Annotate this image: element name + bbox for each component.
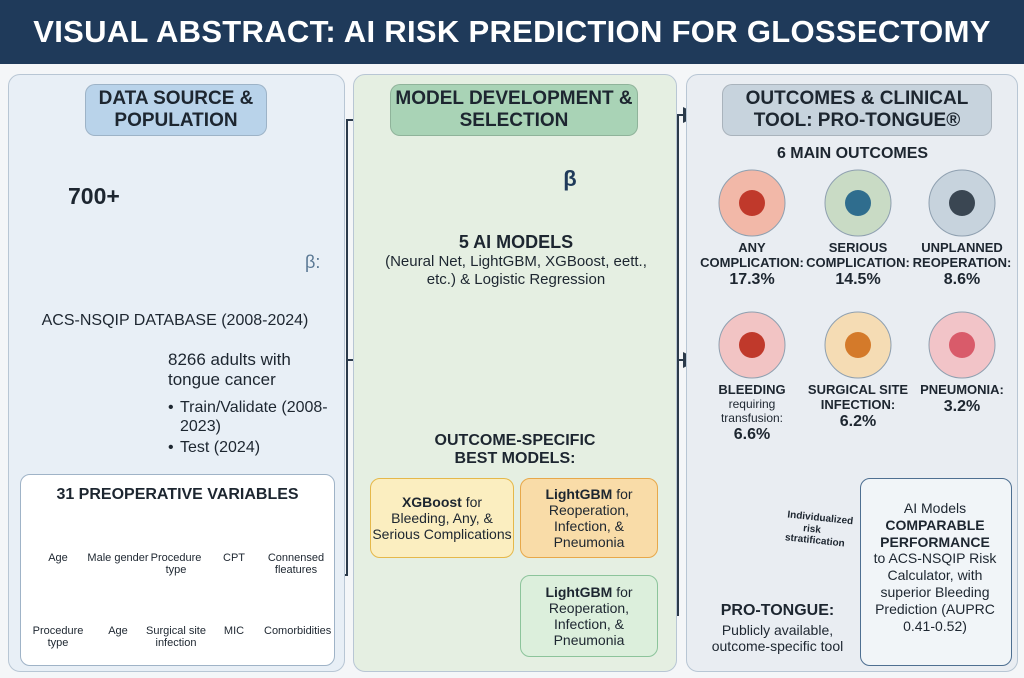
outcome: BLEEDING requiring transfusion: 6.6% xyxy=(700,382,804,444)
section-heading: OUTCOMES & CLINICAL TOOL: PRO-TONGUE® xyxy=(722,84,992,136)
cohort: 8266 adults with tongue cancer xyxy=(168,350,291,390)
outcome-value: 3.2% xyxy=(943,397,981,415)
variables-title: 31 PREOPERATIVE VARIABLES xyxy=(56,486,299,503)
outcome-name: UNPLANNED REOPERATION: xyxy=(912,240,1012,270)
outcome: UNPLANNED REOPERATION: 8.6% xyxy=(910,240,1014,289)
splits: • Train/Validate (2008-2023) • Test (2024) xyxy=(168,398,333,460)
best-model-text: LightGBM for Reoperation, Infection, & P… xyxy=(521,584,657,648)
map-label: 700+ xyxy=(68,183,120,209)
variable-label: Comorbidities xyxy=(264,625,332,637)
variables-box xyxy=(20,474,335,666)
outcome-value: 17.3% xyxy=(729,270,775,288)
database-label: ACS-NSQIP DATABASE (2008-2024) xyxy=(41,312,309,329)
map-symbol: β: xyxy=(305,252,321,272)
performance-text: AI Models COMPARABLE PERFORMANCE to ACS-… xyxy=(862,500,1008,634)
outcome-value: 6.2% xyxy=(839,412,877,430)
bullet: • xyxy=(168,399,174,416)
best-model-text: XGBoost for Bleeding, Any, & Serious Com… xyxy=(371,494,513,542)
outcome: ANY COMPLICATION: 17.3% xyxy=(700,240,804,289)
bullet: • xyxy=(168,439,174,457)
variable-label: Male gender xyxy=(87,552,149,564)
variable-label: Procedure type xyxy=(150,552,202,577)
outcome-icon-detail xyxy=(739,190,765,216)
outcome-icon-detail xyxy=(949,332,975,358)
best-title: OUTCOME-SPECIFIC BEST MODELS: xyxy=(434,432,596,468)
outcome-name: PNEUMONIA: xyxy=(920,382,1004,397)
split-item: • Train/Validate (2008-2023) xyxy=(168,398,333,436)
outcome-value: 14.5% xyxy=(835,270,881,288)
title: VISUAL ABSTRACT: AI RISK PREDICTION FOR … xyxy=(0,0,1024,64)
performance-box xyxy=(860,478,1012,666)
section-heading: DATA SOURCE & POPULATION xyxy=(85,84,267,136)
chip-label: β xyxy=(563,166,577,191)
split-text: Train/Validate (2008-2023) xyxy=(180,399,328,436)
outcome-value: 8.6% xyxy=(943,270,981,288)
outcome-icon-detail xyxy=(845,332,871,358)
outcome-value: 6.6% xyxy=(733,425,771,443)
split-item: • Test (2024) xyxy=(168,438,333,457)
best-model-box: LightGBM for Reoperation, Infection, & P… xyxy=(520,478,658,558)
model-name: LightGBM xyxy=(545,485,613,502)
performance-rest: to ACS-NSQIP Risk Calculator, with super… xyxy=(873,550,997,634)
best-model-box: LightGBM for Reoperation, Infection, & P… xyxy=(520,575,658,657)
outcome: SERIOUS COMPLICATION: 14.5% xyxy=(806,240,910,289)
variable-label: Connensed fleatures xyxy=(267,552,325,577)
outcome: PNEUMONIA: 3.2% xyxy=(910,382,1014,416)
outcome-icon-detail xyxy=(949,190,975,216)
tool-name: PRO-TONGUE: xyxy=(720,602,835,619)
outcome-name: BLEEDING xyxy=(718,382,786,397)
section-heading: MODEL DEVELOPMENT & SELECTION xyxy=(390,84,638,136)
tablet-text: Individualized risk stratification xyxy=(784,509,854,550)
model-name: LightGBM xyxy=(545,583,613,600)
outcomes-subheading: 6 MAIN OUTCOMES xyxy=(776,145,929,162)
tool-desc: Publicly available, outcome-specific too… xyxy=(711,622,844,655)
outcome-name: SURGICAL SITE INFECTION: xyxy=(807,382,909,412)
variable-label: MIC xyxy=(223,625,245,637)
model-desc: for Bleeding, Any, & Serious Complicatio… xyxy=(372,493,512,543)
panel-model-development xyxy=(353,74,677,672)
variable-label: CPT xyxy=(223,552,245,564)
variable-label: Procedure type xyxy=(32,625,84,650)
outcome-note: requiring transfusion: xyxy=(720,396,784,425)
models-title: 5 AI MODELS xyxy=(458,232,574,252)
performance-emphasis: COMPARABLE PERFORMANCE xyxy=(880,516,990,550)
outcome: SURGICAL SITE INFECTION: 6.2% xyxy=(806,382,910,431)
model-desc: for Reoperation, Infection, & Pneumonia xyxy=(548,485,633,551)
outcome-icon-detail xyxy=(845,190,871,216)
outcome-name: ANY COMPLICATION: xyxy=(700,240,804,270)
model-desc: for Reoperation, Infection, & Pneumonia xyxy=(548,583,633,649)
variable-label: Age xyxy=(48,552,68,564)
variable-label: Age xyxy=(108,625,128,637)
outcome-icon-detail xyxy=(739,332,765,358)
outcome-name: SERIOUS COMPLICATION: xyxy=(806,240,910,270)
best-model-box: XGBoost for Bleeding, Any, & Serious Com… xyxy=(370,478,514,558)
variable-label: Surgical site infection xyxy=(146,625,206,650)
model-name: XGBoost xyxy=(401,493,462,510)
best-model-text: LightGBM for Reoperation, Infection, & P… xyxy=(521,486,657,550)
performance-intro: AI Models xyxy=(903,500,967,516)
models-desc: (Neural Net, LightGBM, XGBoost, eett., e… xyxy=(385,253,647,288)
split-text: Test (2024) xyxy=(180,439,261,457)
